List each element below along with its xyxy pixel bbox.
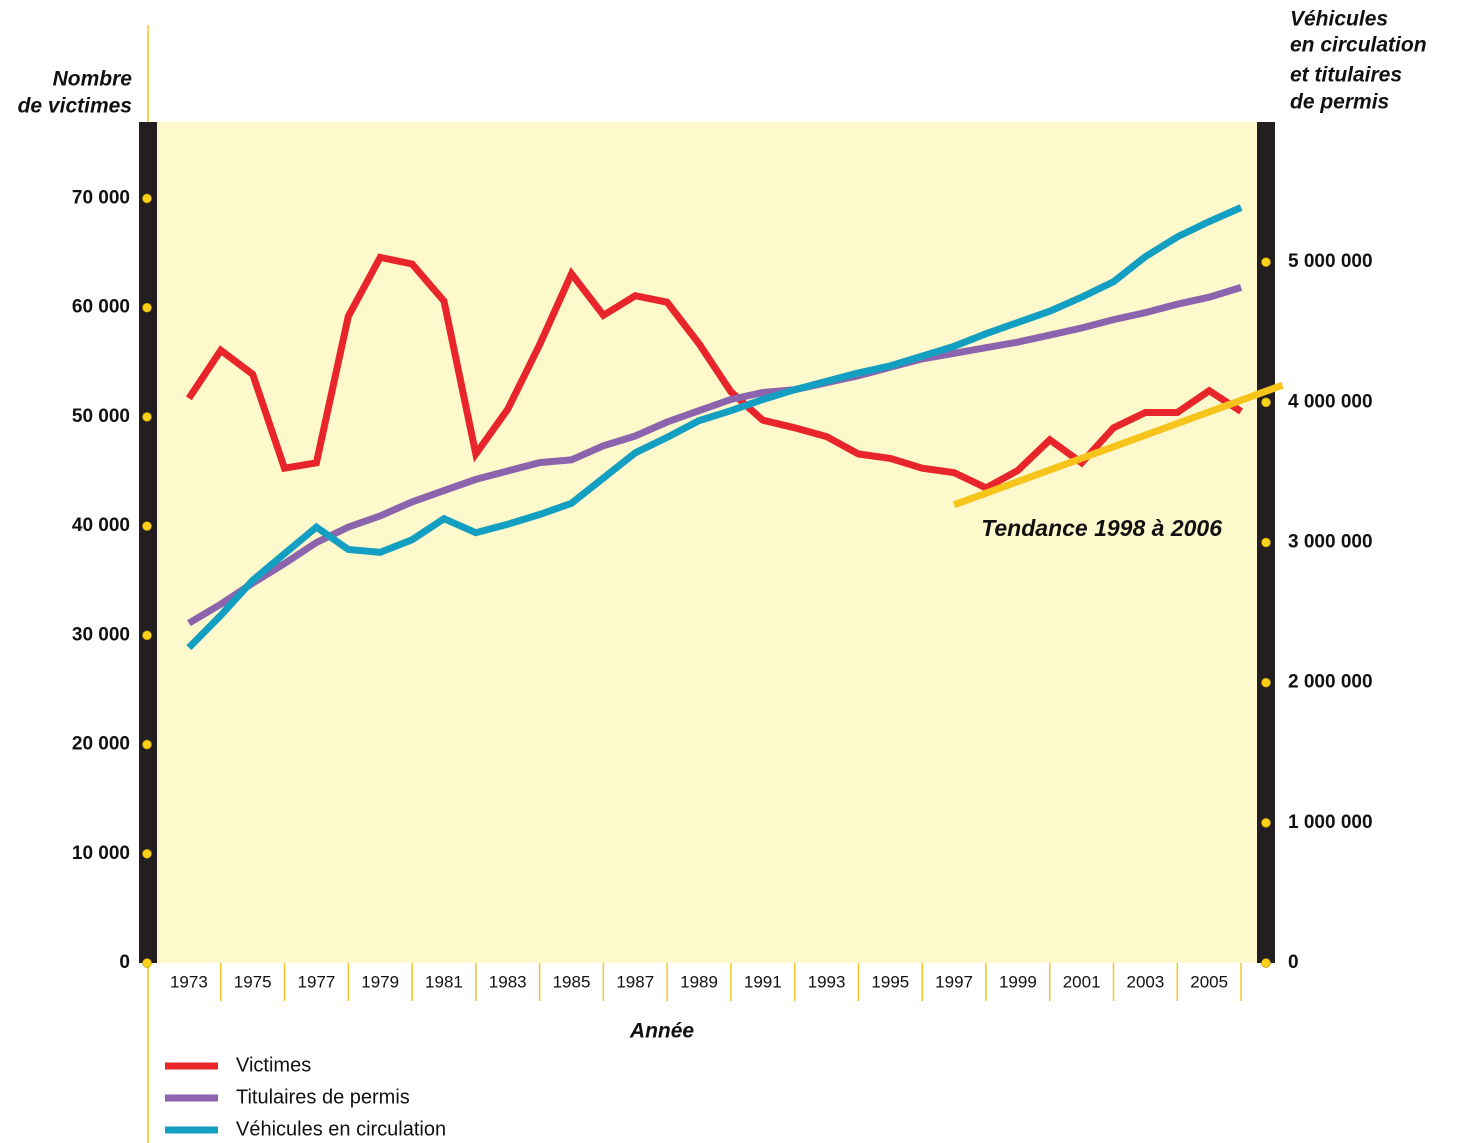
legend-label: Titulaires de permis <box>236 1086 410 1108</box>
y-tick-dot <box>142 630 152 641</box>
left-axis-title: de victimes <box>18 95 132 118</box>
series-line <box>187 284 1243 627</box>
y-tick-label: 30 000 <box>72 624 130 645</box>
y-tick-dot <box>142 958 152 968</box>
y2-tick-label: 2 000 000 <box>1288 672 1373 693</box>
x-tick-label: 1993 <box>808 972 846 991</box>
x-tick-label: 2001 <box>1063 972 1101 991</box>
x-tick-label: 2003 <box>1126 972 1164 991</box>
x-tick-label: 1997 <box>935 972 973 991</box>
y-tick-dot <box>142 412 152 422</box>
x-tick-label: 2005 <box>1190 972 1228 991</box>
right-axis-title: de permis <box>1290 91 1389 114</box>
x-tick-label: 1989 <box>680 972 718 991</box>
x-tick-label: 1983 <box>489 972 527 991</box>
y-tick-label: 60 000 <box>72 297 130 318</box>
x-tick-label: 1987 <box>616 972 654 991</box>
x-tick-label: 1981 <box>425 972 463 991</box>
left-axis-title: Nombre <box>53 68 133 91</box>
y2-tick-label: 3 000 000 <box>1288 532 1373 553</box>
x-tick-label: 1975 <box>234 972 272 991</box>
y2-tick-label: 5 000 000 <box>1288 251 1373 272</box>
y2-tick-dot <box>1261 257 1271 267</box>
legend-label: Victimes <box>236 1054 311 1076</box>
x-tick-label: 1991 <box>744 972 782 991</box>
y2-tick-label: 4 000 000 <box>1288 391 1373 412</box>
series-line <box>185 253 1244 492</box>
y-tick-label: 10 000 <box>72 843 130 864</box>
y2-tick-label: 0 <box>1288 952 1299 973</box>
x-tick-label: 1985 <box>553 972 591 991</box>
y-tick-label: 50 000 <box>72 406 130 427</box>
right-axis-title: et titulaires <box>1290 64 1402 87</box>
legend-label: Véhicules en circulation <box>236 1118 446 1140</box>
y-tick-dot <box>142 521 152 531</box>
x-tick-label: 1995 <box>871 972 909 991</box>
y-tick-dot <box>142 302 152 313</box>
plot <box>185 204 1244 651</box>
x-tick-label: 1999 <box>999 972 1037 991</box>
y2-tick-dot <box>1261 818 1271 828</box>
y2-tick-dot <box>1261 397 1271 408</box>
y2-tick-dot <box>1261 958 1271 968</box>
y2-tick-label: 1 000 000 <box>1288 812 1373 833</box>
x-tick-label: 1979 <box>361 972 399 991</box>
y-tick-label: 20 000 <box>72 734 130 755</box>
y-tick-dot <box>142 848 152 859</box>
x-tick-label: 1973 <box>170 972 208 991</box>
y2-tick-dot <box>1261 677 1271 688</box>
x-axis-title: Année <box>629 1020 695 1043</box>
series-line <box>186 204 1243 651</box>
right-axis-title: Véhicules <box>1290 8 1388 31</box>
left-axis-bar <box>139 122 157 963</box>
y-tick-label: 40 000 <box>72 515 130 536</box>
y-tick-label: 0 <box>119 952 130 973</box>
y2-tick-dot <box>1261 537 1271 548</box>
trend-line <box>952 381 1284 509</box>
y-tick-label: 70 000 <box>72 187 130 208</box>
y-tick-dot <box>142 193 152 204</box>
trend-label: Tendance 1998 à 2006 <box>981 515 1222 541</box>
x-label-strip <box>157 963 1257 1001</box>
right-axis-title: en circulation <box>1290 34 1427 57</box>
y-tick-dot <box>142 739 152 750</box>
x-tick-label: 1977 <box>298 972 336 991</box>
